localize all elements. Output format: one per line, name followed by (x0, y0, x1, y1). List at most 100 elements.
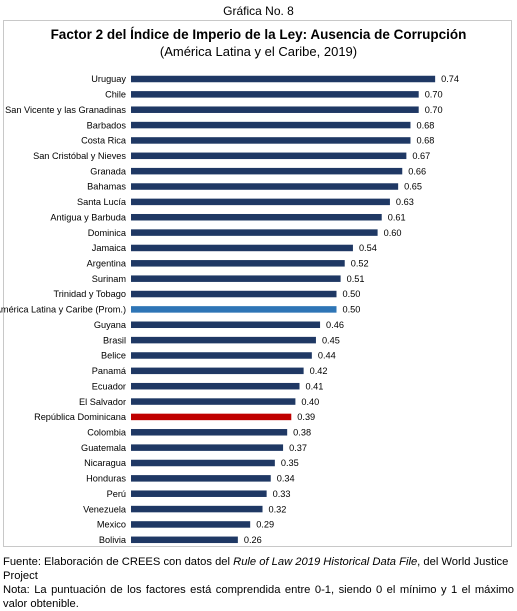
bar-america-latina-y-caribe-prom (131, 306, 337, 313)
footer: Fuente: Elaboración de CREES con datos d… (3, 555, 514, 611)
category-label-nicaragua: Nicaragua (84, 458, 127, 468)
category-label-brasil: Brasil (103, 335, 126, 345)
value-label-venezuela: 0.32 (269, 504, 287, 514)
category-label-ecuador: Ecuador (92, 381, 126, 391)
source-line: Fuente: Elaboración de CREES con datos d… (3, 555, 514, 583)
bar-bolivia (131, 536, 238, 544)
bar-jamaica (131, 244, 353, 252)
bar-guyana (131, 321, 321, 329)
value-label-san-vicente-y-las-granadinas: 0.70 (425, 105, 443, 115)
value-label-panama: 0.42 (310, 366, 328, 376)
bar-surinam (131, 275, 341, 282)
note-line: Nota: La puntuación de los factores está… (3, 584, 514, 610)
bar-santa-lucia (131, 198, 390, 206)
category-label-bolivia: Bolivia (99, 535, 127, 545)
category-label-mexico: Mexico (97, 520, 126, 530)
value-label-dominica: 0.60 (384, 228, 402, 238)
category-label-barbados: Barbados (87, 120, 127, 130)
bar-uruguay (131, 75, 436, 83)
category-label-santa-lucia: Santa Lucía (77, 197, 127, 207)
category-label-belice: Belice (101, 351, 126, 361)
value-label-trinidad-y-tobago: 0.50 (343, 289, 361, 299)
value-label-santa-lucia: 0.63 (396, 197, 414, 207)
chart-title: Factor 2 del Índice de Imperio de la Ley… (50, 27, 467, 42)
bar-nicaragua (131, 459, 275, 467)
source-title: Rule of Law 2019 Historical Data File (233, 556, 418, 568)
bar-costa-rica (131, 137, 411, 144)
category-label-chile: Chile (105, 90, 126, 100)
value-label-mexico: 0.29 (256, 520, 274, 530)
category-label-costa-rica: Costa Rica (81, 136, 127, 146)
bar-panama (131, 367, 304, 375)
bar-guatemala (131, 444, 284, 451)
bar-barbados (131, 121, 411, 129)
category-label-bahamas: Bahamas (87, 182, 126, 192)
bar-san-cristobal-y-nieves (131, 152, 407, 160)
value-label-colombia: 0.38 (293, 427, 311, 437)
bar-peru (131, 490, 267, 497)
chart-frame (3, 20, 512, 547)
figure-number: Gráfica No. 8 (223, 4, 294, 18)
bar-granada (131, 167, 403, 175)
value-label-america-latina-y-caribe-prom: 0.50 (343, 305, 361, 315)
bar-ecuador (131, 382, 300, 390)
bar-venezuela (131, 505, 263, 513)
category-label-republica-dominicana: República Dominicana (34, 412, 127, 422)
value-label-barbados: 0.68 (416, 120, 434, 130)
bar-republica-dominicana (131, 413, 292, 421)
bar-el-salvador (131, 398, 296, 405)
bar-honduras (131, 475, 271, 482)
category-label-el-salvador: El Salvador (79, 397, 126, 407)
value-label-honduras: 0.34 (277, 474, 295, 484)
bar-dominica (131, 229, 378, 236)
bars (131, 75, 436, 544)
value-label-el-salvador: 0.40 (301, 397, 319, 407)
category-labels: Uruguay Chile San Vicente y las Granadinas… (0, 74, 127, 545)
bar-brasil (131, 336, 316, 344)
bar-chart: Uruguay Chile San Vicente y las Granadinas… (0, 74, 459, 545)
bar-chile (131, 91, 419, 98)
value-label-nicaragua: 0.35 (281, 458, 299, 468)
category-label-america-latina-y-caribe-prom: América Latina y Caribe (Prom.) (0, 305, 126, 315)
value-label-republica-dominicana: 0.39 (297, 412, 315, 422)
category-label-venezuela: Venezuela (83, 504, 127, 514)
value-label-ecuador: 0.41 (306, 381, 324, 391)
category-label-honduras: Honduras (86, 474, 126, 484)
source-prefix: Fuente: Elaboración de CREES con datos d… (3, 556, 234, 568)
bar-san-vicente-y-las-granadinas (131, 106, 419, 113)
bar-colombia (131, 429, 288, 436)
value-label-belice: 0.44 (318, 351, 336, 361)
bar-argentina (131, 260, 345, 267)
value-label-bolivia: 0.26 (244, 535, 262, 545)
chart-subtitle: (América Latina y el Caribe, 2019) (159, 44, 358, 59)
value-label-jamaica: 0.54 (359, 243, 377, 253)
value-label-brasil: 0.45 (322, 335, 340, 345)
bar-antigua-y-barbuda (131, 213, 382, 221)
category-label-jamaica: Jamaica (92, 243, 127, 253)
value-label-surinam: 0.51 (347, 274, 365, 284)
value-label-guyana: 0.46 (326, 320, 344, 330)
category-label-guyana: Guyana (94, 320, 127, 330)
category-label-san-vicente-y-las-granadinas: San Vicente y las Granadinas (5, 105, 126, 115)
bar-belice (131, 352, 312, 359)
category-label-san-cristobal-y-nieves: San Cristóbal y Nieves (33, 151, 126, 161)
category-label-colombia: Colombia (87, 427, 127, 437)
category-label-surinam: Surinam (92, 274, 127, 284)
value-label-bahamas: 0.65 (404, 182, 422, 192)
source-suffix: , del World Justice Project (3, 556, 509, 582)
bar-trinidad-y-tobago (131, 290, 337, 298)
category-label-trinidad-y-tobago: Trinidad y Tobago (53, 289, 126, 299)
value-label-argentina: 0.52 (351, 259, 369, 269)
value-labels: 0.74 0.70 0.70 0.68 0.68 0.67 0.66 0.65 0.63 0.61… (244, 74, 459, 545)
bar-bahamas (131, 183, 399, 190)
bar-mexico (131, 521, 251, 528)
category-label-argentina: Argentina (87, 259, 127, 269)
value-label-guatemala: 0.37 (289, 443, 307, 453)
category-label-antigua-y-barbuda: Antigua y Barbuda (50, 212, 126, 222)
value-label-granada: 0.66 (408, 166, 426, 176)
category-label-peru: Perú (107, 489, 126, 499)
value-label-uruguay: 0.74 (441, 74, 459, 84)
value-label-san-cristobal-y-nieves: 0.67 (412, 151, 430, 161)
category-label-guatemala: Guatemala (81, 443, 127, 453)
category-label-uruguay: Uruguay (91, 74, 126, 84)
